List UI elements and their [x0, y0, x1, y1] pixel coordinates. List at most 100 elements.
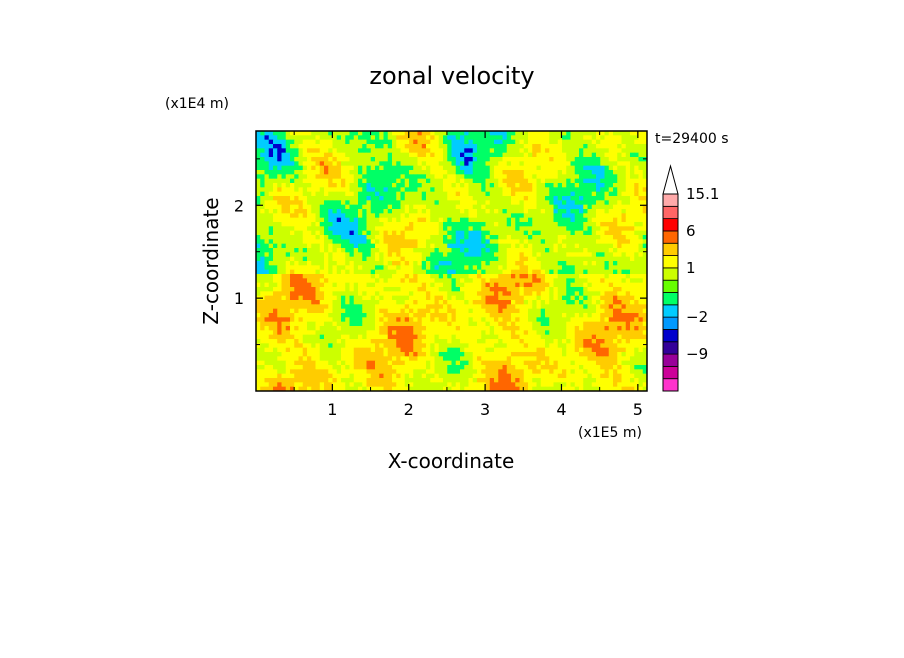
heatmap-cell — [579, 243, 584, 249]
heatmap-cell — [549, 196, 554, 201]
heatmap-cell — [298, 187, 304, 193]
heatmap-cell — [345, 261, 350, 266]
heatmap-cell — [281, 330, 287, 336]
heatmap-cell — [523, 265, 529, 271]
heatmap-cell — [307, 152, 312, 158]
heatmap-cell — [264, 144, 270, 149]
heatmap-cell — [349, 265, 355, 271]
heatmap-cell — [375, 269, 380, 275]
heatmap-cell — [642, 321, 648, 327]
heatmap-cell — [617, 343, 622, 349]
heatmap-cell — [396, 209, 401, 214]
heatmap-cell — [396, 196, 401, 201]
heatmap-cell — [285, 161, 291, 167]
heatmap-cell — [477, 317, 482, 323]
heatmap-cell — [625, 131, 631, 136]
heatmap-cell — [536, 196, 542, 201]
heatmap-cell — [430, 321, 435, 327]
heatmap-cell — [481, 317, 486, 323]
heatmap-cell — [260, 226, 265, 232]
heatmap-cell — [562, 222, 567, 227]
heatmap-cell — [604, 274, 610, 279]
heatmap-cell — [375, 196, 380, 201]
heatmap-cell — [472, 308, 478, 314]
heatmap-cell — [498, 313, 503, 318]
heatmap-cell — [256, 343, 261, 349]
heatmap-cell — [362, 334, 367, 340]
heatmap-cell — [404, 170, 410, 175]
heatmap-cell — [260, 222, 265, 227]
heatmap-cell — [404, 339, 410, 344]
heatmap-cell — [392, 217, 397, 223]
heatmap-cell — [553, 261, 559, 266]
heatmap-cell — [290, 326, 295, 331]
heatmap-cell — [277, 365, 282, 370]
heatmap-cell — [579, 278, 584, 284]
heatmap-cell — [553, 161, 559, 167]
heatmap-cell — [455, 256, 461, 262]
heatmap-cell — [268, 356, 274, 362]
heatmap-cell — [421, 148, 427, 154]
heatmap-cell — [464, 308, 469, 314]
heatmap-cell — [404, 235, 410, 240]
heatmap-cell — [400, 230, 406, 236]
heatmap-cell — [413, 217, 418, 223]
heatmap-cell — [358, 343, 363, 349]
heatmap-cell — [430, 196, 435, 201]
heatmap-cell — [638, 213, 644, 219]
heatmap-cell — [268, 352, 274, 357]
heatmap-cell — [638, 157, 644, 162]
heatmap-cell — [290, 200, 295, 206]
heatmap-cell — [506, 317, 512, 323]
heatmap-cell — [455, 352, 461, 357]
heatmap-cell — [472, 217, 478, 223]
heatmap-cell — [642, 243, 648, 249]
heatmap-cell — [477, 139, 482, 145]
heatmap-cell — [638, 131, 644, 136]
heatmap-cell — [341, 274, 346, 279]
heatmap-cell — [608, 217, 614, 223]
heatmap-cell — [464, 243, 469, 249]
heatmap-cell — [613, 239, 618, 245]
heatmap-cell — [489, 161, 495, 167]
heatmap-cell — [494, 347, 499, 353]
heatmap-cell — [591, 222, 597, 227]
heatmap-cell — [566, 313, 571, 318]
heatmap-cell — [273, 252, 278, 258]
heatmap-cell — [460, 139, 465, 145]
heatmap-cell — [566, 248, 571, 253]
heatmap-cell — [608, 200, 614, 206]
heatmap-cell — [396, 274, 401, 279]
heatmap-cell — [379, 200, 384, 206]
heatmap-cell — [600, 248, 605, 253]
heatmap-cell — [481, 204, 486, 210]
heatmap-cell — [591, 161, 597, 167]
heatmap-cell — [630, 278, 635, 284]
heatmap-cell — [426, 248, 431, 253]
heatmap-cell — [268, 174, 274, 180]
heatmap-cell — [506, 291, 512, 297]
heatmap-cell — [511, 200, 516, 206]
heatmap-cell — [324, 230, 329, 236]
heatmap-cell — [562, 261, 567, 266]
heatmap-cell — [502, 239, 508, 245]
heatmap-cell — [366, 131, 372, 136]
heatmap-cell — [600, 213, 605, 219]
heatmap-cell — [400, 152, 406, 158]
heatmap-cell — [642, 209, 648, 214]
heatmap-cell — [413, 191, 418, 197]
heatmap-cell — [587, 209, 593, 214]
heatmap-cell — [281, 269, 287, 275]
heatmap-cell — [502, 248, 508, 253]
heatmap-cell — [285, 235, 291, 240]
heatmap-cell — [638, 347, 644, 353]
heatmap-cell — [621, 200, 627, 206]
heatmap-cell — [489, 321, 495, 327]
heatmap-cell — [579, 157, 584, 162]
heatmap-cell — [579, 196, 584, 201]
heatmap-cell — [583, 152, 588, 158]
heatmap-cell — [460, 204, 465, 210]
heatmap-cell — [583, 356, 588, 362]
heatmap-cell — [430, 265, 435, 271]
heatmap-cell — [353, 226, 359, 232]
